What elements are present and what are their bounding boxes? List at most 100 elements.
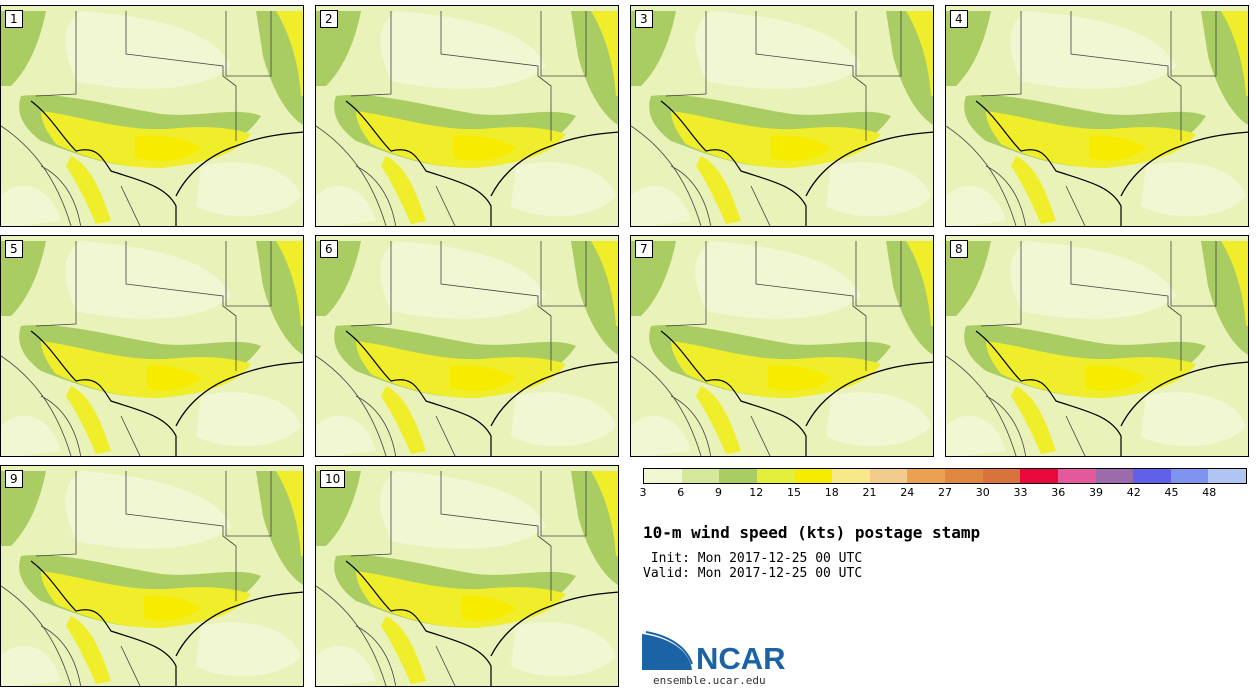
state-boundary-ok-tx bbox=[125, 11, 237, 141]
colorbar-labels: 3 6 9 12 15 18 21 24 27 30 33 36 39 42 45 48 bbox=[639, 486, 1247, 500]
calm-area-gulf bbox=[196, 162, 301, 217]
member-panel-8: 8 bbox=[945, 235, 1249, 457]
calm-area-north bbox=[65, 241, 232, 319]
calm-area-gulf bbox=[511, 392, 616, 447]
member-label-3: 3 bbox=[635, 10, 653, 28]
strongest-wind-core bbox=[768, 365, 831, 391]
calm-area-southwest bbox=[631, 185, 691, 226]
colorbar-label: 39 bbox=[1089, 486, 1103, 499]
moderate-wind-northwest bbox=[316, 11, 361, 86]
member-label-4: 4 bbox=[950, 10, 968, 28]
strongest-wind-core bbox=[144, 595, 201, 621]
colorbar-label: 27 bbox=[938, 486, 952, 499]
state-boundary-nm bbox=[35, 11, 77, 97]
member-panel-7: 7 bbox=[630, 235, 934, 457]
gulf-coastline bbox=[490, 361, 618, 427]
member-label-9: 9 bbox=[5, 470, 23, 488]
wind-streak-east bbox=[1221, 241, 1248, 326]
strongest-wind-core bbox=[450, 365, 516, 391]
wind-streak-east bbox=[276, 471, 303, 556]
moderate-wind-northwest bbox=[1, 471, 46, 546]
calm-area-north bbox=[1010, 241, 1176, 319]
calm-area-north bbox=[380, 471, 546, 549]
wind-streak-mexico bbox=[696, 386, 741, 454]
wind-map-4 bbox=[946, 6, 1248, 226]
gulf-coastline bbox=[1120, 361, 1248, 427]
wind-map-6 bbox=[316, 236, 618, 456]
colorbar-label: 9 bbox=[715, 486, 722, 499]
calm-area-southwest bbox=[946, 185, 1006, 226]
colorbar-segment-3 bbox=[719, 469, 757, 483]
colorbar-segment-16 bbox=[1208, 469, 1246, 483]
wind-map-9 bbox=[1, 466, 303, 686]
gulf-coastline bbox=[490, 591, 618, 657]
calm-area-gulf bbox=[196, 392, 301, 447]
calm-area-southwest bbox=[1, 185, 61, 226]
wind-map-7 bbox=[631, 236, 933, 456]
us-mexico-border bbox=[345, 560, 492, 686]
state-boundary-ar bbox=[540, 241, 587, 307]
wind-streak-east bbox=[591, 471, 618, 556]
colorbar-label: 36 bbox=[1051, 486, 1066, 499]
moderate-wind-northwest bbox=[631, 241, 676, 316]
mexico-state-boundaries bbox=[1, 585, 141, 686]
gulf-coastline bbox=[175, 131, 303, 197]
calm-area-southwest bbox=[316, 415, 376, 456]
wind-streak-east bbox=[591, 11, 618, 96]
state-boundary-ar bbox=[225, 11, 272, 77]
colorbar-label: 15 bbox=[787, 486, 801, 499]
moderate-wind-northwest bbox=[316, 471, 361, 546]
colorbar-label: 3 bbox=[639, 486, 647, 499]
gulf-coastline bbox=[805, 131, 933, 197]
state-boundary-nm bbox=[350, 241, 392, 327]
mexico-state-boundaries bbox=[316, 585, 456, 686]
mexico-state-boundaries bbox=[946, 355, 1086, 456]
state-boundary-ok-tx bbox=[755, 11, 867, 141]
wind-streak-mexico bbox=[1011, 386, 1056, 454]
wind-streak-mexico bbox=[66, 156, 111, 224]
us-mexico-border bbox=[660, 330, 807, 456]
mexico-state-boundaries bbox=[316, 125, 456, 226]
valid-value: Mon 2017-12-25 00 UTC bbox=[697, 566, 863, 581]
state-boundary-ar bbox=[225, 241, 272, 307]
us-mexico-border bbox=[30, 330, 177, 456]
strongest-wind-core bbox=[462, 595, 516, 621]
wind-map-3 bbox=[631, 6, 933, 226]
state-boundary-ok-tx bbox=[755, 241, 867, 371]
calm-area-gulf bbox=[1141, 392, 1246, 447]
ncar-logo-swoosh-icon bbox=[642, 634, 692, 670]
state-boundary-ar bbox=[1170, 11, 1217, 77]
colorbar-segment-14 bbox=[1133, 469, 1171, 483]
colorbar-segment-2 bbox=[681, 469, 720, 483]
calm-area-north bbox=[380, 11, 546, 89]
wind-map-8 bbox=[946, 236, 1248, 456]
colorbar-segment-15 bbox=[1170, 469, 1209, 483]
colorbar-segment-11 bbox=[1020, 469, 1058, 483]
moderate-wind-northwest bbox=[946, 241, 991, 316]
state-boundary-ar bbox=[1170, 241, 1217, 307]
mexico-state-boundaries bbox=[1, 125, 141, 226]
calm-area-north bbox=[65, 471, 232, 549]
strongest-wind-core bbox=[771, 135, 831, 161]
state-boundary-nm bbox=[35, 471, 77, 557]
ncar-logo: NCAR bbox=[642, 631, 786, 674]
calm-area-north bbox=[380, 241, 546, 319]
us-mexico-border bbox=[975, 330, 1122, 456]
calm-area-gulf bbox=[196, 622, 301, 677]
wind-streak-east bbox=[906, 241, 933, 326]
wind-streak-east bbox=[276, 241, 303, 326]
state-boundary-nm bbox=[350, 471, 392, 557]
gulf-coastline bbox=[1120, 131, 1248, 197]
calm-area-southwest bbox=[1, 645, 61, 686]
strong-wind-swath bbox=[41, 341, 251, 399]
init-line: Init: Mon 2017-12-25 00 UTC bbox=[643, 551, 862, 566]
mexico-state-boundaries bbox=[946, 125, 1086, 226]
state-boundary-nm bbox=[980, 11, 1022, 97]
state-boundary-ar bbox=[855, 11, 902, 77]
wind-streak-mexico bbox=[381, 616, 426, 684]
colorbar-label: 30 bbox=[975, 486, 990, 499]
colorbar-segment-7 bbox=[869, 469, 908, 483]
colorbar-segment-9 bbox=[945, 469, 983, 483]
calm-area-gulf bbox=[511, 162, 616, 217]
state-boundary-nm bbox=[980, 241, 1022, 327]
